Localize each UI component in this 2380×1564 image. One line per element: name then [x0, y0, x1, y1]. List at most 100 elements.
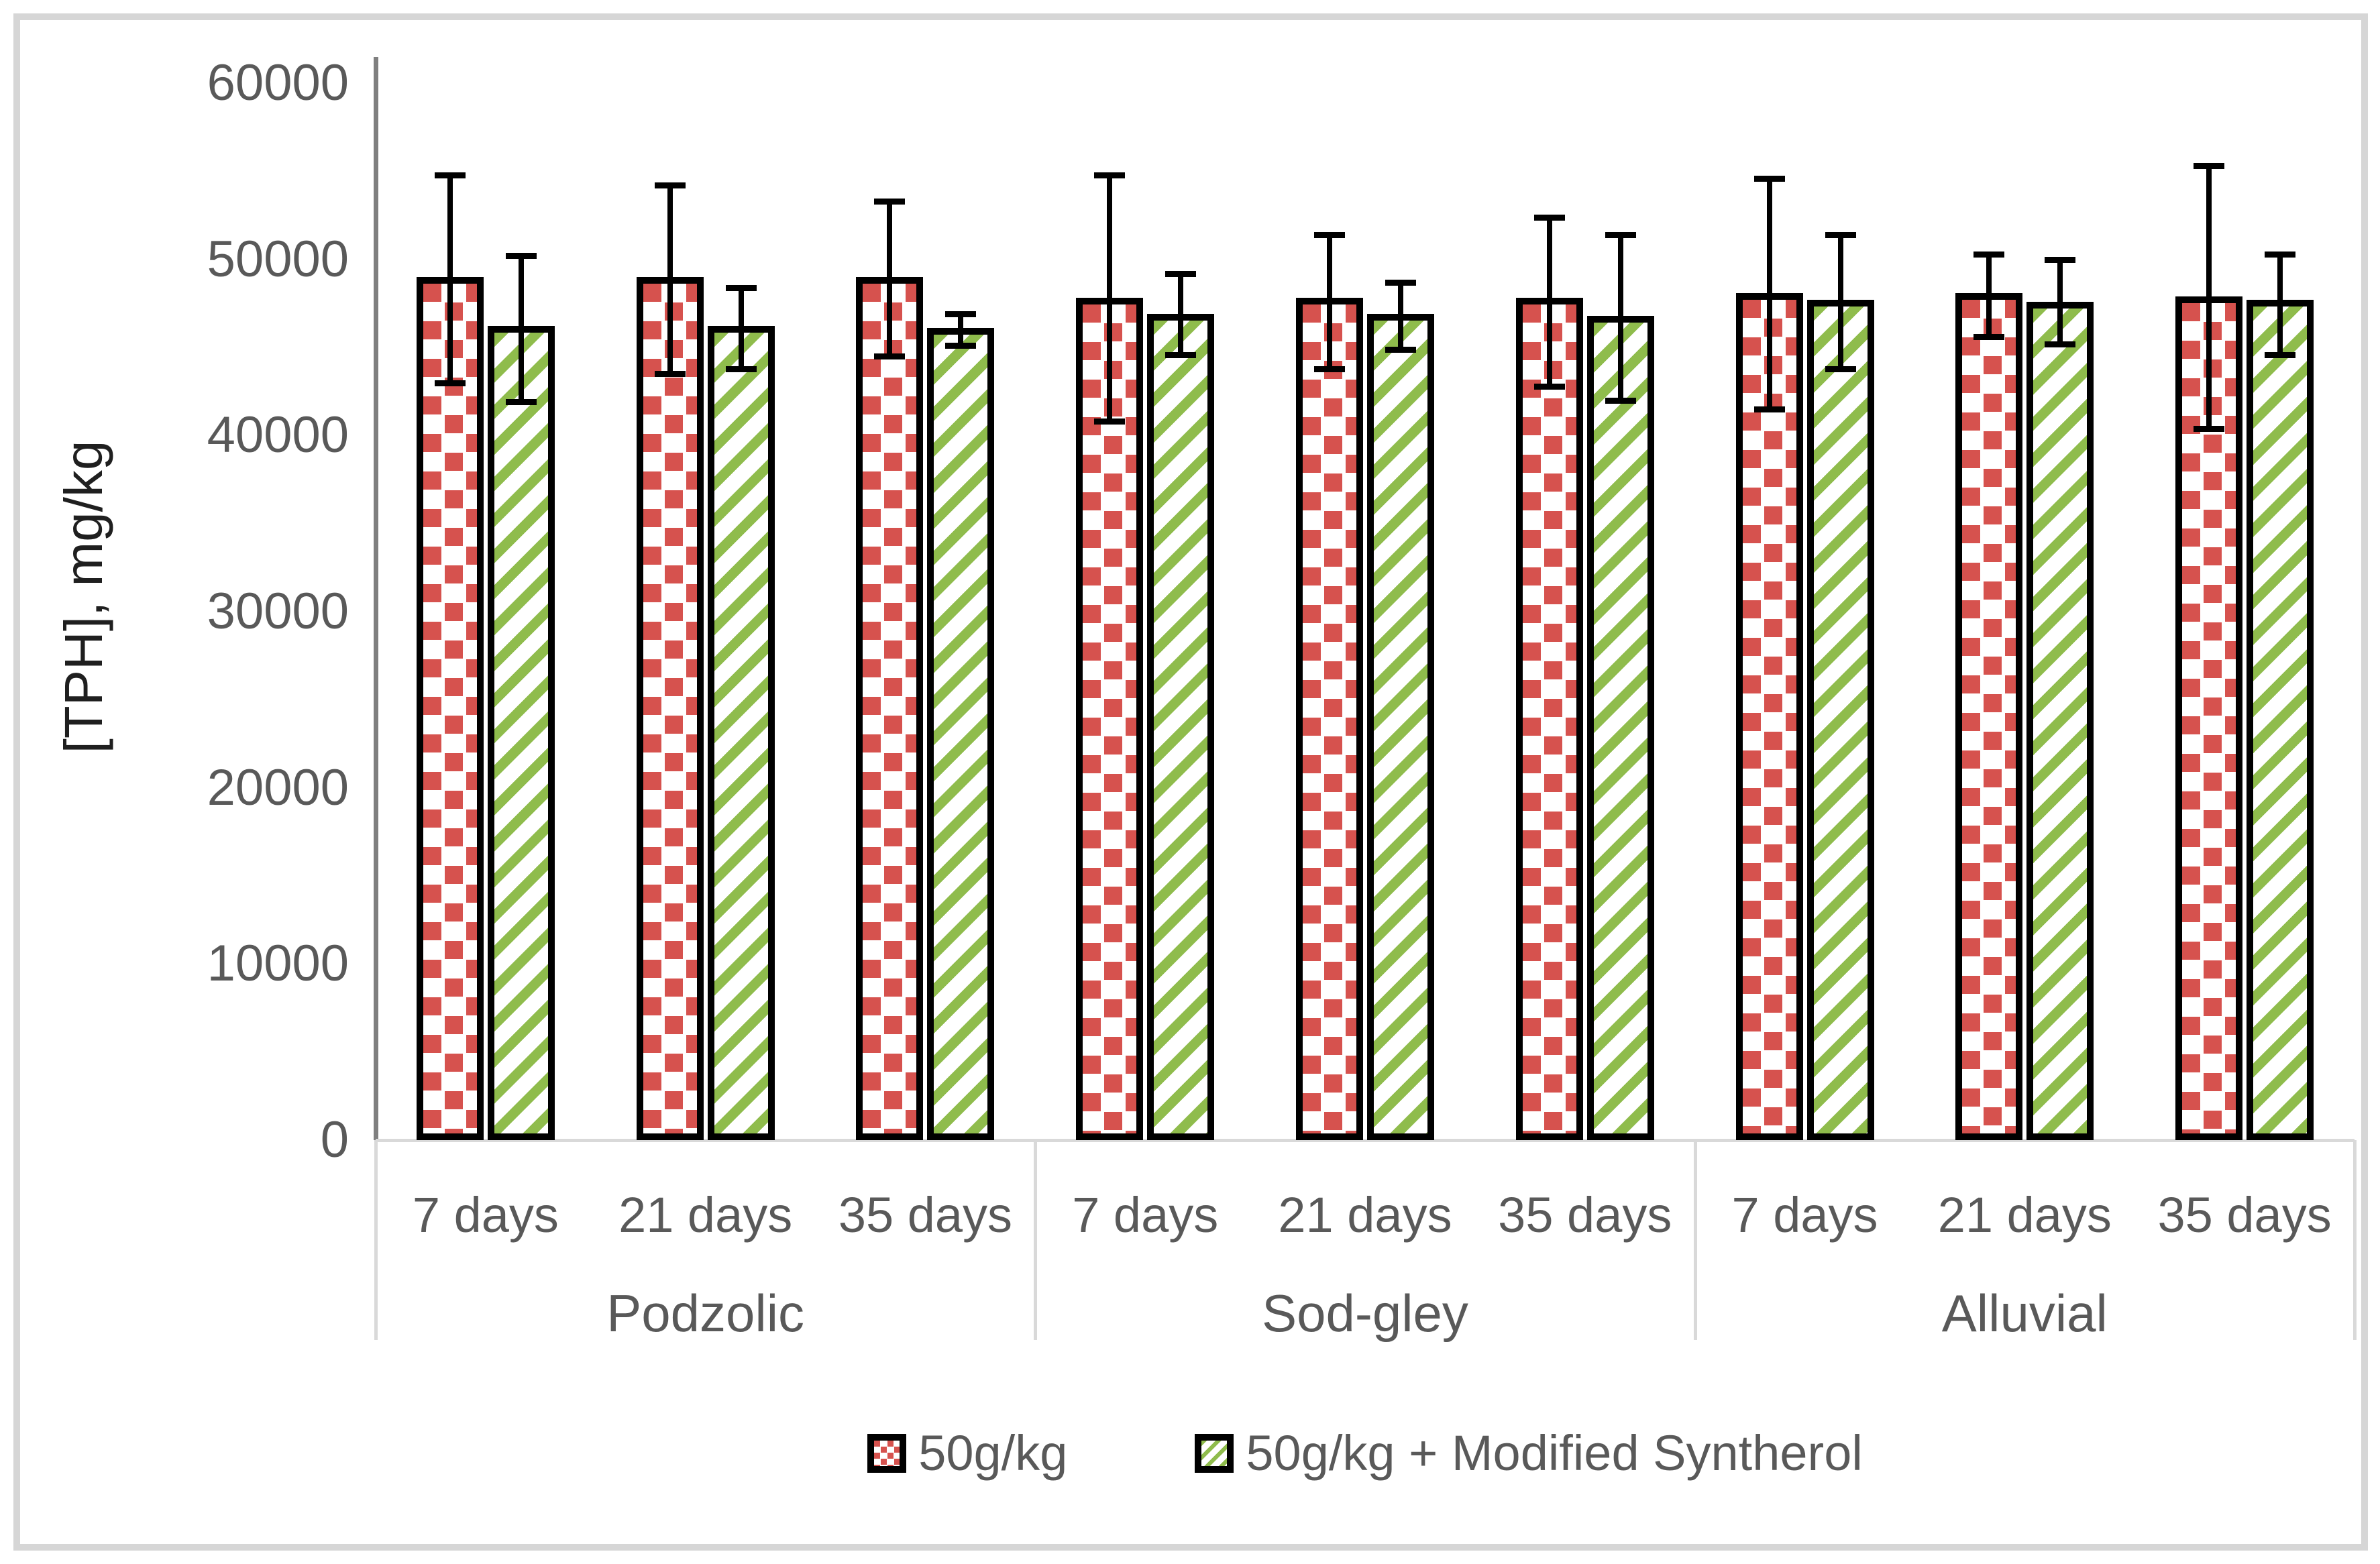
error-bar-series2-alluvial-35days-line: [2277, 254, 2283, 355]
x-category-label: 7 days: [1731, 1187, 1878, 1243]
error-bar-series2-podzolic-21days-top-cap: [725, 284, 757, 291]
error-bar-series2-podzolic-7days-bottom-cap: [505, 399, 537, 406]
group-separator-line: [2353, 1140, 2357, 1340]
error-bar-series2-sodgley-35days-bottom-cap: [1605, 397, 1636, 404]
error-bar-series1-sodgley-35days-bottom-cap: [1533, 383, 1565, 390]
bar-series1-podzolic-7days: [416, 276, 484, 1140]
x-category-label: 35 days: [2157, 1187, 2332, 1243]
legend-label-50gkg: 50g/kg: [918, 1425, 1068, 1481]
error-bar-series1-podzolic-21days-top-cap: [654, 182, 686, 189]
bar-series1-alluvial-35days: [2175, 296, 2243, 1140]
error-bar-series1-sodgley-7days-line: [1107, 174, 1113, 422]
y-tick-label: 20000: [207, 759, 349, 816]
y-tick-label: 0: [320, 1111, 349, 1168]
error-bar-series2-podzolic-35days-top-cap: [945, 311, 977, 318]
error-bar-series2-sodgley-7days-line: [1178, 273, 1184, 355]
bar-series2-sodgley-35days: [1586, 315, 1654, 1140]
y-tick-label: 50000: [207, 230, 349, 288]
y-tick-label: 10000: [207, 935, 349, 993]
chart-area-border: [13, 13, 2368, 1551]
bar-series1-podzolic-21days: [636, 276, 704, 1140]
error-bar-series1-podzolic-21days-bottom-cap: [654, 371, 686, 378]
error-bar-series2-alluvial-7days-top-cap: [1825, 231, 1856, 238]
bar-series2-podzolic-35days: [927, 328, 995, 1140]
x-group-label-alluvial: Alluvial: [1941, 1284, 2108, 1343]
error-bar-series1-alluvial-7days-line: [1766, 178, 1772, 409]
x-axis-baseline: [376, 1139, 2355, 1142]
bar-series2-podzolic-21days: [707, 326, 775, 1140]
error-bar-series2-sodgley-35days-top-cap: [1605, 231, 1636, 238]
error-bar-series1-alluvial-7days-top-cap: [1753, 175, 1785, 182]
error-bar-series1-sodgley-7days-top-cap: [1094, 172, 1126, 178]
error-bar-series2-sodgley-21days-line: [1398, 282, 1403, 349]
y-tick-label: 60000: [207, 54, 349, 111]
error-bar-series1-podzolic-7days-bottom-cap: [434, 380, 466, 386]
x-category-label: 21 days: [1937, 1187, 2112, 1243]
bar-series2-podzolic-7days: [487, 326, 555, 1140]
error-bar-series1-podzolic-21days-line: [667, 185, 673, 374]
error-bar-series1-alluvial-21days-top-cap: [1973, 251, 2005, 258]
error-bar-series2-alluvial-21days-bottom-cap: [2045, 341, 2076, 347]
error-bar-series1-podzolic-35days-top-cap: [874, 198, 906, 205]
error-bar-series1-sodgley-21days-line: [1327, 234, 1332, 369]
legend-label-50gkg-modified-syntherol: 50g/kg + Modified Syntherol: [1246, 1425, 1863, 1481]
error-bar-series1-sodgley-35days-line: [1546, 217, 1552, 386]
y-tick-label: 30000: [207, 583, 349, 640]
legend-item-50gkg: 50g/kg: [867, 1427, 1067, 1480]
error-bar-series1-sodgley-21days-bottom-cap: [1314, 366, 1345, 372]
x-group-label-sodgley: Sod-gley: [1262, 1284, 1468, 1343]
legend-item-50gkg-modified-syntherol: 50g/kg + Modified Syntherol: [1195, 1425, 1863, 1481]
bar-series1-sodgley-35days: [1515, 298, 1583, 1140]
x-category-label: 35 days: [838, 1187, 1013, 1243]
bar-series1-sodgley-7days: [1076, 298, 1144, 1140]
error-bar-series1-podzolic-35days-bottom-cap: [874, 353, 906, 360]
group-separator-line: [374, 1140, 378, 1340]
error-bar-series2-sodgley-35days-line: [1617, 234, 1623, 400]
error-bar-series1-podzolic-7days-top-cap: [434, 172, 466, 178]
error-bar-series2-podzolic-7days-top-cap: [505, 253, 537, 260]
error-bar-series1-alluvial-21days-line: [1986, 254, 1992, 337]
error-bar-series2-alluvial-7days-bottom-cap: [1825, 366, 1856, 372]
x-category-label: 21 days: [618, 1187, 793, 1243]
bar-series2-alluvial-21days: [2026, 301, 2094, 1140]
error-bar-series2-alluvial-7days-line: [1837, 234, 1843, 369]
error-bar-series2-podzolic-35days-bottom-cap: [945, 343, 977, 349]
y-axis-line: [374, 57, 378, 1140]
error-bar-series2-alluvial-35days-top-cap: [2265, 251, 2296, 258]
x-category-label: 7 days: [412, 1187, 559, 1243]
bar-series2-sodgley-7days: [1147, 314, 1215, 1140]
error-bar-series1-alluvial-35days-top-cap: [2194, 163, 2225, 170]
bar-series2-sodgley-21days: [1367, 314, 1434, 1140]
y-axis-title: [TPH], mg/kg: [54, 440, 113, 754]
bar-series1-alluvial-21days: [1955, 292, 2023, 1140]
legend-swatch-red-dotted-icon: [867, 1434, 907, 1473]
legend-swatch-green-striped-icon: [1195, 1434, 1234, 1473]
y-tick-label: 40000: [207, 406, 349, 464]
error-bar-series1-podzolic-7days-line: [447, 174, 453, 383]
error-bar-series2-sodgley-7days-bottom-cap: [1165, 351, 1197, 358]
error-bar-series2-podzolic-21days-line: [738, 287, 744, 369]
error-bar-series2-sodgley-21days-top-cap: [1385, 279, 1416, 286]
error-bar-series1-alluvial-21days-bottom-cap: [1973, 334, 2005, 341]
group-separator-line: [1034, 1140, 1038, 1340]
error-bar-series2-alluvial-21days-top-cap: [2045, 256, 2076, 263]
group-separator-line: [1693, 1140, 1697, 1340]
error-bar-series1-sodgley-7days-bottom-cap: [1094, 418, 1126, 425]
error-bar-series1-sodgley-35days-top-cap: [1533, 214, 1565, 221]
error-bar-series1-alluvial-35days-line: [2206, 166, 2212, 429]
x-category-label: 7 days: [1072, 1187, 1219, 1243]
error-bar-series2-alluvial-21days-line: [2057, 259, 2063, 344]
error-bar-series2-podzolic-35days-line: [958, 314, 964, 346]
error-bar-series1-sodgley-21days-top-cap: [1314, 231, 1345, 238]
error-bar-series2-alluvial-35days-bottom-cap: [2265, 351, 2296, 358]
error-bar-series2-sodgley-21days-bottom-cap: [1385, 346, 1416, 353]
error-bar-series1-alluvial-35days-bottom-cap: [2194, 425, 2225, 432]
bar-series2-alluvial-7days: [1806, 300, 1874, 1140]
legend: 50g/kg 50g/kg + Modified Syntherol: [376, 1423, 2355, 1484]
error-bar-series1-alluvial-7days-bottom-cap: [1753, 406, 1785, 412]
x-category-label: 21 days: [1278, 1187, 1452, 1243]
bar-series1-alluvial-7days: [1735, 292, 1803, 1140]
bar-series1-podzolic-35days: [856, 276, 924, 1140]
bar-series2-alluvial-35days: [2247, 300, 2314, 1140]
